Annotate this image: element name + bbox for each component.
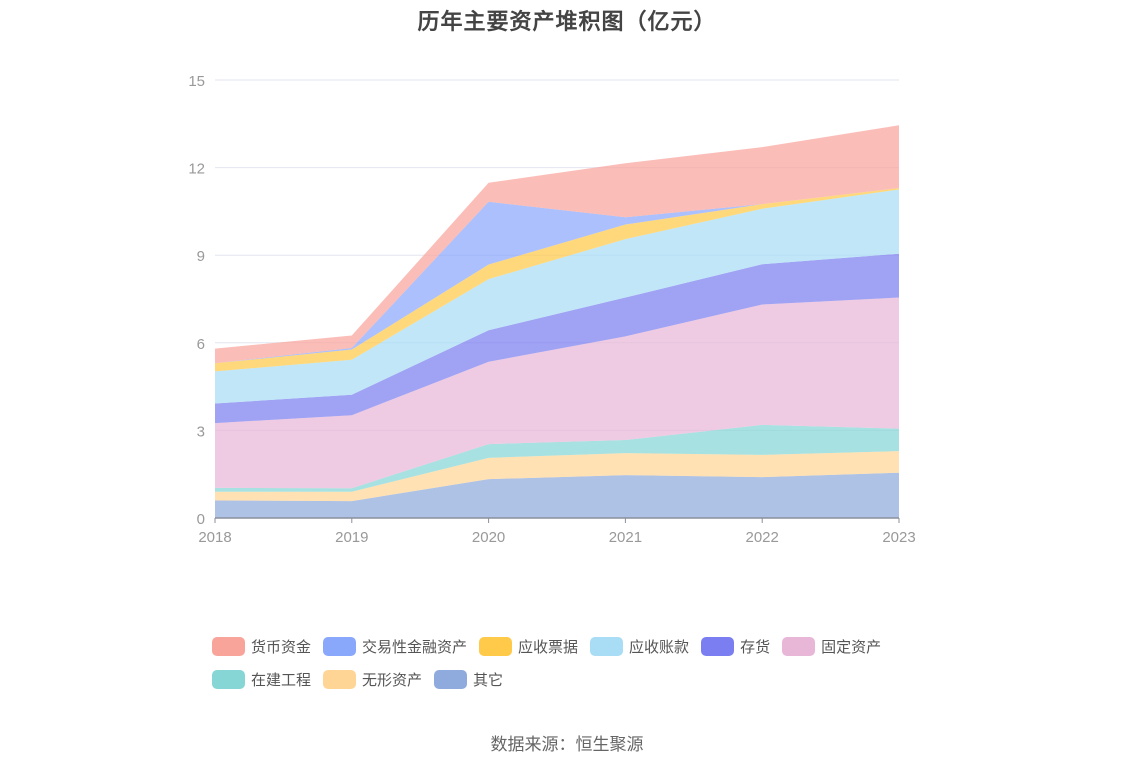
y-tick-label: 15 — [188, 73, 205, 90]
legend-label: 其它 — [473, 672, 504, 689]
x-tick-label: 2023 — [882, 529, 915, 546]
x-tick-label: 2020 — [472, 529, 505, 546]
legend-row: 在建工程 无形资产 其它 — [212, 663, 952, 696]
y-tick-label: 0 — [197, 511, 205, 528]
area-series-0 — [215, 472, 899, 518]
stacked-area-chart: 0 3 6 9 12 15 2018 2019 2020 2021 2022 2023 — [188, 73, 915, 546]
legend-label: 货币资金 — [251, 639, 312, 656]
data-source: 数据来源：恒生聚源 — [490, 735, 644, 754]
legend-swatch — [479, 637, 513, 656]
legend-label: 应收账款 — [629, 639, 690, 656]
area-series-4 — [215, 253, 899, 424]
legend-label: 交易性金融资产 — [362, 639, 468, 656]
legend-label: 无形资产 — [362, 672, 423, 689]
y-tick-label: 6 — [197, 336, 205, 353]
legend-item[interactable]: 货币资金 — [212, 636, 311, 657]
legend-swatch — [323, 637, 357, 656]
area-series-1 — [215, 451, 899, 502]
legend-item[interactable]: 应收账款 — [590, 636, 689, 657]
area-series-3 — [215, 297, 899, 489]
legend-swatch — [434, 670, 468, 689]
legend-swatch — [701, 637, 735, 656]
y-tick-label: 9 — [197, 248, 205, 265]
area-series-2 — [215, 424, 899, 492]
legend-item[interactable]: 在建工程 — [212, 669, 311, 690]
y-tick-label: 12 — [188, 161, 205, 178]
legend-swatch — [782, 637, 816, 656]
x-tick-label: 2019 — [335, 529, 368, 546]
legend-swatch — [323, 670, 357, 689]
chart-title: 历年主要资产堆积图（亿元） — [417, 9, 717, 34]
y-tick-label: 3 — [197, 423, 205, 440]
legend-item[interactable]: 存货 — [701, 636, 770, 657]
legend-item[interactable]: 其它 — [434, 669, 503, 690]
legend-row: 货币资金 交易性金融资产 应收票据 应收账款 存货 固定资产 — [212, 630, 952, 663]
x-tick-label: 2018 — [198, 529, 231, 546]
legend-label: 应收票据 — [518, 639, 579, 656]
legend-swatch — [212, 670, 245, 689]
x-tick-label: 2021 — [609, 529, 642, 546]
legend: 货币资金 交易性金融资产 应收票据 应收账款 存货 固定资产 在建工程 无形资产 其它 — [212, 630, 952, 696]
legend-item[interactable]: 交易性金融资产 — [323, 636, 467, 657]
x-tick-label: 2022 — [746, 529, 779, 546]
area-series-8 — [215, 125, 899, 364]
legend-item[interactable]: 固定资产 — [782, 636, 881, 657]
legend-swatch — [590, 637, 624, 656]
legend-label: 存货 — [740, 639, 771, 656]
legend-item[interactable]: 无形资产 — [323, 669, 422, 690]
legend-item[interactable]: 应收票据 — [479, 636, 578, 657]
area-series-5 — [215, 189, 899, 404]
area-series-7 — [215, 188, 899, 364]
legend-swatch — [212, 637, 245, 656]
legend-label: 固定资产 — [821, 639, 882, 656]
legend-label: 在建工程 — [251, 672, 312, 689]
